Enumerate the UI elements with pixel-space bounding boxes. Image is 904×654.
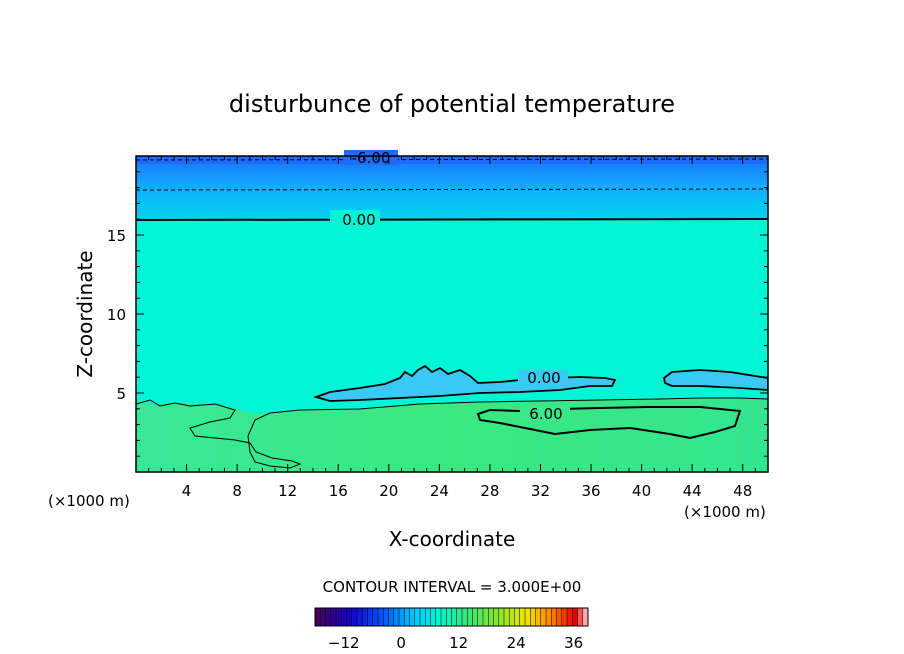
x-tick-label: 8 (232, 482, 242, 500)
colorbar-cell (567, 608, 573, 626)
colorbar-cell (535, 608, 542, 626)
x-tick-label: 48 (733, 482, 752, 500)
x-unit-right: (×1000 m) (684, 503, 766, 521)
colorbar-cell (351, 608, 358, 626)
x-tick-label: 24 (430, 482, 449, 500)
y-axis-label: Z-coordinate (73, 250, 97, 377)
lower-positive-region (136, 398, 768, 472)
colorbar-cell (393, 608, 400, 626)
x-axis-label: X-coordinate (389, 527, 516, 551)
colorbar (314, 607, 589, 627)
colorbar-cell (493, 608, 500, 626)
colorbar-cell (341, 608, 347, 626)
colorbar-cell (498, 608, 505, 626)
colorbar-cell (325, 608, 332, 626)
contour-label-upper-zero: 0.00 (342, 211, 375, 229)
colorbar-cell (409, 608, 416, 626)
colorbar-cell (483, 608, 489, 626)
colorbar-cell (435, 608, 442, 626)
contour-label-neg: -6.00 (352, 149, 391, 167)
x-tick-label: 4 (182, 482, 192, 500)
x-tick-label: 40 (632, 482, 651, 500)
colorbar-frame (314, 607, 589, 627)
colorbar-cell (346, 608, 353, 626)
x-tick-label: 20 (379, 482, 398, 500)
colorbar-cell (330, 608, 337, 626)
colorbar-cell (577, 608, 584, 626)
negative-blob-center (313, 364, 617, 402)
negative-blob-right (663, 369, 768, 391)
colorbar-cell (551, 608, 557, 626)
contour-thin-lower (136, 397, 768, 469)
colorbar-cell (488, 608, 494, 626)
colorbar-cell (514, 608, 521, 626)
colorbar-cell (320, 608, 326, 626)
plot-area (136, 156, 768, 472)
contour-label-mid-zero: 0.00 (527, 369, 560, 387)
colorbar-ticks: −12 0 12 24 36 (328, 634, 583, 652)
contour-interval-text: CONTOUR INTERVAL = 3.000E+00 (323, 578, 582, 596)
upper-negative-region (136, 156, 768, 220)
x-axis-ticks: 4 8 12 16 20 24 28 32 36 40 44 48 (148, 156, 756, 500)
colorbar-cell (372, 608, 379, 626)
colorbar-cell (451, 608, 458, 626)
colorbar-cell (572, 608, 578, 626)
chart-title: disturbunce of potential temperature (229, 90, 675, 118)
colorbar-cell (357, 608, 363, 626)
x-tick-label: 16 (329, 482, 348, 500)
colorbar-cell (456, 608, 463, 626)
colorbar-cell (430, 608, 437, 626)
y-axis-ticks: 5 10 15 (107, 171, 768, 457)
colorbar-cell (561, 608, 568, 626)
colorbar-cell (404, 608, 410, 626)
colorbar-cell (582, 608, 589, 626)
x-tick-label: 36 (581, 482, 600, 500)
colorbar-cell (378, 608, 384, 626)
y-tick-label: 10 (107, 306, 126, 324)
colorbar-cell (441, 608, 447, 626)
colorbar-cell (477, 608, 484, 626)
colorbar-cell (362, 608, 368, 626)
colorbar-tick-label: 24 (507, 634, 526, 652)
colorbar-tick-label: 0 (396, 634, 406, 652)
colorbar-cell (383, 608, 389, 626)
colorbar-cell (556, 608, 563, 626)
x-tick-label: 28 (480, 482, 499, 500)
colorbar-cell (336, 608, 342, 626)
colorbar-cell (540, 608, 547, 626)
x-unit-left: (×1000 m) (48, 492, 130, 510)
colorbar-cell (399, 608, 405, 626)
colorbar-cell (420, 608, 426, 626)
colorbar-cell (546, 608, 552, 626)
contour-neg-3 (136, 188, 768, 191)
colorbar-cell (388, 608, 395, 626)
colorbar-cell (367, 608, 374, 626)
colorbar-tick-label: −12 (328, 634, 360, 652)
colorbar-cell (472, 608, 479, 626)
colorbar-cell (467, 608, 473, 626)
colorbar-cell (519, 608, 526, 626)
y-tick-label: 5 (116, 385, 126, 403)
colorbar-cell (315, 608, 321, 626)
contour-0-upper (136, 218, 768, 221)
colorbar-cell (504, 608, 510, 626)
y-tick-label: 15 (107, 227, 126, 245)
colorbar-cell (446, 608, 452, 626)
colorbar-cell (462, 608, 468, 626)
x-tick-label: 44 (683, 482, 702, 500)
colorbar-tick-label: 12 (449, 634, 468, 652)
colorbar-cell (509, 608, 515, 626)
colorbar-cell (414, 608, 421, 626)
colorbar-cell (425, 608, 431, 626)
x-tick-label: 12 (278, 482, 297, 500)
contour-label-pos: 6.00 (529, 405, 562, 423)
colorbar-tick-label: 36 (564, 634, 583, 652)
colorbar-cell (525, 608, 531, 626)
colorbar-cell (530, 608, 536, 626)
x-tick-label: 32 (531, 482, 550, 500)
